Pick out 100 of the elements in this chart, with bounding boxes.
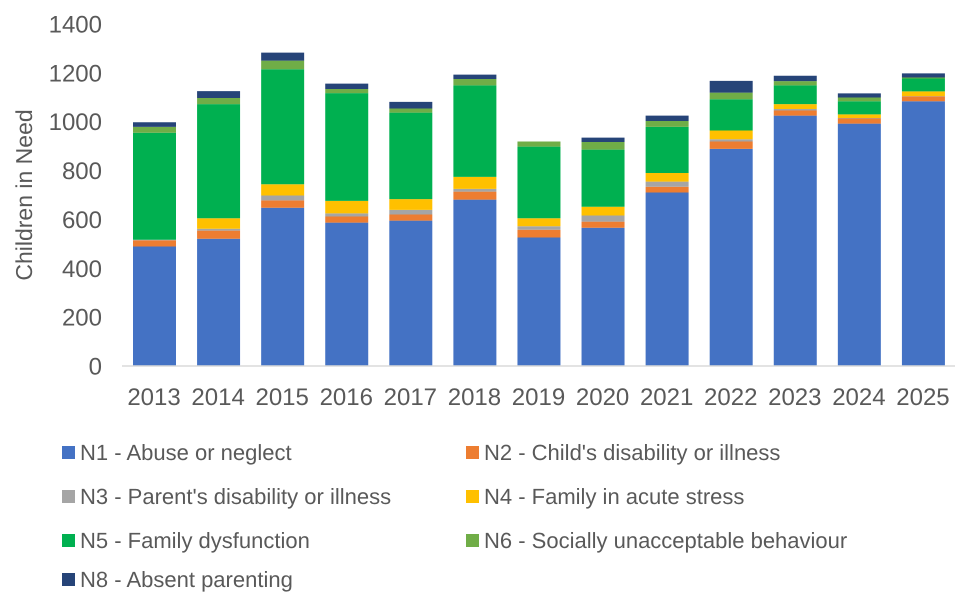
bar <box>453 200 496 366</box>
y-tick-label: 1000 <box>48 109 102 136</box>
bar <box>261 52 304 61</box>
bar <box>646 116 689 121</box>
bar <box>197 230 240 239</box>
bar <box>517 218 560 226</box>
legend-label: N6 - Socially unacceptable behaviour <box>484 528 848 552</box>
bar <box>710 92 753 100</box>
x-tick-label: 2014 <box>191 384 245 412</box>
x-tick-label: 2023 <box>768 384 822 412</box>
bar <box>197 98 240 104</box>
bar <box>517 146 560 218</box>
bar <box>774 81 817 86</box>
bar <box>902 73 945 78</box>
bar <box>838 98 881 102</box>
bar <box>453 78 496 86</box>
x-tick-label: 2017 <box>384 384 438 412</box>
bar <box>197 104 240 218</box>
bar <box>902 101 945 366</box>
bar <box>582 216 625 222</box>
bar <box>517 230 560 238</box>
bar <box>325 93 368 201</box>
bar <box>133 122 176 127</box>
bar <box>197 91 240 98</box>
bar <box>646 173 689 182</box>
bar <box>389 199 432 210</box>
bar <box>261 69 304 184</box>
bar <box>261 208 304 366</box>
bar <box>774 116 817 366</box>
x-tick-label: 2025 <box>896 384 950 412</box>
bar <box>710 80 753 93</box>
y-tick-label: 800 <box>62 158 102 186</box>
bar <box>453 85 496 177</box>
bar <box>902 91 945 96</box>
bar <box>582 206 625 216</box>
legend-label: N4 - Family in acute stress <box>484 484 744 508</box>
bar <box>325 216 368 223</box>
bar <box>902 96 945 102</box>
bar <box>646 126 689 174</box>
bar <box>582 142 625 150</box>
bar <box>453 192 496 200</box>
x-tick-label: 2015 <box>255 384 309 412</box>
legend-label: N3 - Parent's disability or illness <box>80 484 392 508</box>
bar <box>325 88 368 94</box>
bar <box>133 246 176 366</box>
x-tick-label: 2020 <box>576 384 630 412</box>
bar <box>453 188 496 192</box>
x-tick-label: 2016 <box>320 384 373 412</box>
bar <box>646 186 689 193</box>
bar <box>517 238 560 366</box>
bar <box>261 195 304 200</box>
bar <box>133 132 176 240</box>
bar <box>197 238 240 366</box>
y-tick-label: 1200 <box>48 60 102 88</box>
bar <box>774 104 817 110</box>
x-tick-label: 2021 <box>640 384 694 412</box>
bar <box>838 114 881 118</box>
x-tick-label: 2018 <box>448 384 502 412</box>
bar <box>325 222 368 366</box>
bar <box>453 176 496 189</box>
legend-label: N1 - Abuse or neglect <box>80 440 292 464</box>
y-tick-label: 400 <box>62 256 102 283</box>
x-tick-label: 2024 <box>832 384 886 412</box>
bar <box>838 101 881 114</box>
bar <box>774 85 817 104</box>
bar <box>389 108 432 113</box>
bar <box>582 150 625 207</box>
bar <box>389 102 432 109</box>
bar <box>838 93 881 98</box>
bar <box>582 222 625 228</box>
bar <box>197 218 240 229</box>
bar <box>325 84 368 89</box>
x-tick-label: 2013 <box>127 384 181 412</box>
legend-label: N8 - Absent parenting <box>80 566 293 592</box>
bar <box>325 213 368 216</box>
bar <box>774 76 817 82</box>
bar <box>389 210 432 215</box>
bar <box>646 182 689 187</box>
bar <box>646 192 689 366</box>
bar <box>582 228 625 366</box>
x-tick-label: 2022 <box>704 384 758 412</box>
bar <box>582 138 625 142</box>
bar <box>774 110 817 116</box>
bar <box>389 220 432 366</box>
bar <box>838 118 881 124</box>
bar <box>133 240 176 247</box>
y-tick-label: 600 <box>62 206 102 234</box>
y-tick-label: 0 <box>88 354 102 381</box>
bar <box>710 142 753 149</box>
bar <box>389 112 432 200</box>
bar <box>261 60 304 70</box>
bar <box>902 78 945 92</box>
legend-label: N2 - Child's disability or illness <box>484 440 780 464</box>
bar <box>517 142 560 147</box>
bar <box>710 99 753 131</box>
y-tick-label: 1400 <box>48 12 102 39</box>
bar <box>389 214 432 221</box>
y-axis-title: Children in Need <box>11 109 37 281</box>
x-tick-label: 2019 <box>512 384 566 412</box>
legend-label: N5 - Family dysfunction <box>80 528 310 552</box>
